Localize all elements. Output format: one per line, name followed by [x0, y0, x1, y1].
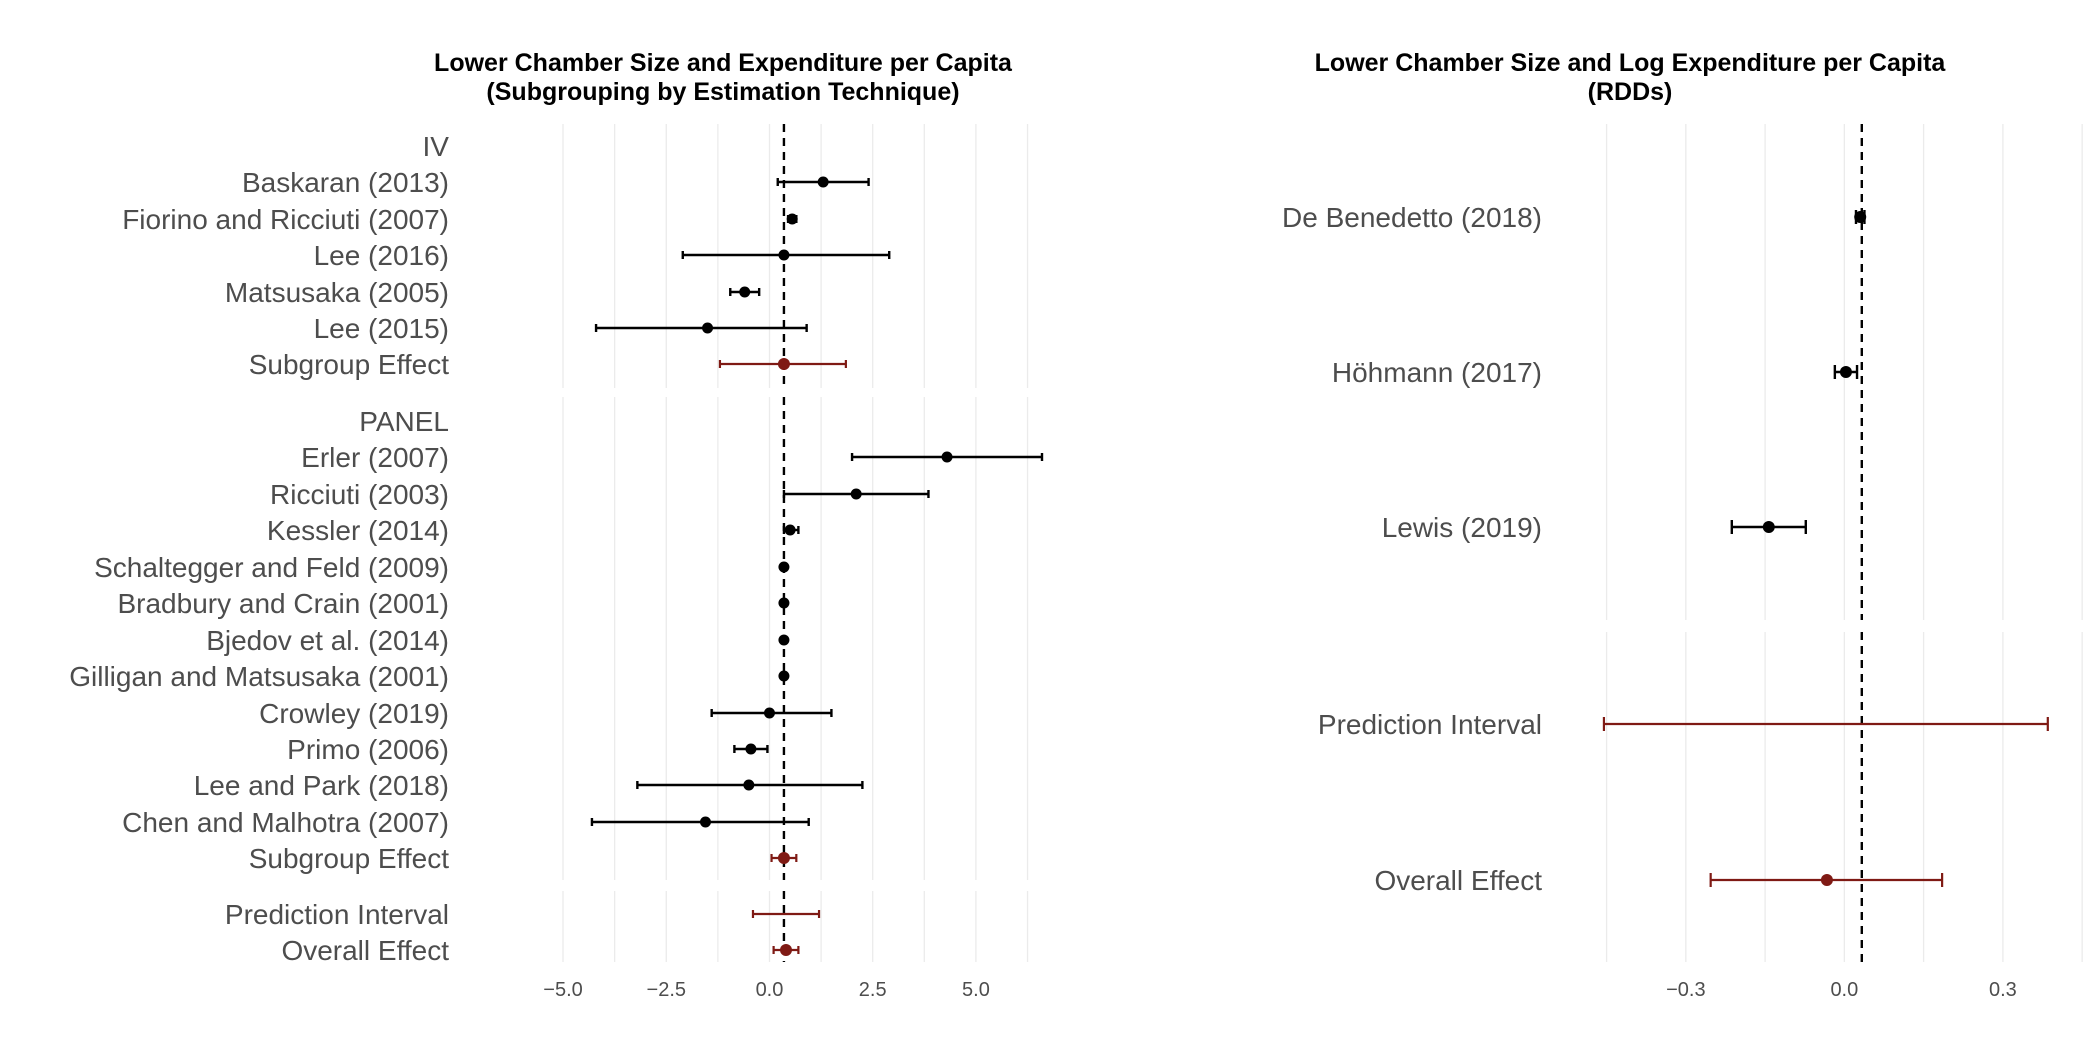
point-estimate-de-benedetto-2018 — [1854, 211, 1867, 223]
row-label-fiorino-and-ricciuti-2007: Fiorino and Ricciuti (2007) — [122, 204, 449, 235]
point-estimate-lee-2015 — [702, 322, 714, 334]
point-estimate-ricciuti-2003 — [850, 488, 862, 500]
row-label-chen-and-malhotra-2007: Chen and Malhotra (2007) — [122, 807, 449, 838]
row-label-lee-and-park-2018: Lee and Park (2018) — [194, 770, 449, 801]
row-label-prediction-interval: Prediction Interval — [1318, 709, 1542, 740]
x-tick-label: 2.5 — [859, 979, 887, 1001]
left-title-line-1: Lower Chamber Size and Expenditure per C… — [434, 49, 1013, 77]
x-tick-label: −2.5 — [647, 979, 686, 1001]
x-tick-label: 5.0 — [962, 979, 990, 1001]
point-estimate-kessler-2014 — [784, 524, 796, 536]
point-estimate-subgroup-effect — [777, 852, 790, 864]
row-label-crowley-2019: Crowley (2019) — [259, 698, 449, 729]
point-estimate-gilligan-and-matsusaka-2001 — [778, 670, 790, 682]
left-x-axis: −5.0 −2.5 0.0 2.5 5.0 — [543, 979, 990, 1001]
row-label-primo-2006: Primo (2006) — [287, 734, 449, 765]
x-tick-label: 0.3 — [1989, 979, 2017, 1001]
row-label-matsusaka-2005: Matsusaka (2005) — [225, 277, 449, 308]
x-tick-label: −0.3 — [1666, 979, 1705, 1001]
row-label-overall-effect: Overall Effect — [281, 935, 449, 966]
point-estimate-lee-2016 — [778, 249, 790, 261]
row-label-subgroup-effect: Subgroup Effect — [249, 349, 450, 380]
row-label-bradbury-and-crain-2001: Bradbury and Crain (2001) — [117, 588, 449, 619]
row-label-subgroup-effect: Subgroup Effect — [249, 843, 450, 874]
point-estimate-crowley-2019 — [763, 707, 775, 719]
point-estimate-matsusaka-2005 — [739, 286, 751, 298]
row-label-panel: PANEL — [359, 406, 449, 437]
row-label-lee-2015: Lee (2015) — [314, 313, 449, 344]
row-label-kessler-2014: Kessler (2014) — [267, 515, 449, 546]
point-estimate-bradbury-and-crain-2001 — [778, 597, 790, 609]
row-label-hohmann-2017: Höhmann (2017) — [1332, 357, 1542, 388]
right-row-labels: De Benedetto (2018) Höhmann (2017) Lewis (… — [1282, 202, 1542, 896]
left-grid — [562, 124, 1029, 962]
left-row-labels: IV Baskaran (2013) Fiorino and Ricciuti (2… — [69, 131, 449, 966]
row-label-lewis-2019: Lewis (2019) — [1382, 512, 1542, 543]
x-tick-label: 0.0 — [756, 979, 784, 1001]
point-estimate-overall-effect — [780, 944, 792, 956]
row-label-schaltegger-and-feld-2009: Schaltegger and Feld (2009) — [94, 552, 449, 583]
point-estimate-bjedov-et-al-2014 — [778, 634, 790, 646]
right-x-axis: −0.3 0.0 0.3 — [1666, 979, 2017, 1001]
right-panel: Lower Chamber Size and Log Expenditure p… — [1282, 49, 2083, 1001]
left-panel: Lower Chamber Size and Expenditure per C… — [69, 49, 1044, 1001]
row-label-iv: IV — [423, 131, 450, 162]
point-estimate-fiorino-and-ricciuti-2007 — [786, 213, 798, 225]
row-label-overall-effect: Overall Effect — [1374, 865, 1542, 896]
right-title-line-1: Lower Chamber Size and Log Expenditure p… — [1315, 49, 1947, 77]
row-label-de-benedetto-2018: De Benedetto (2018) — [1282, 202, 1542, 233]
point-estimate-overall-effect — [1820, 874, 1833, 886]
row-label-lee-2016: Lee (2016) — [314, 240, 449, 271]
point-estimate-primo-2006 — [745, 743, 757, 755]
row-label-baskaran-2013: Baskaran (2013) — [242, 167, 449, 198]
right-title-line-2: (RDDs) — [1588, 78, 1673, 106]
point-estimate-baskaran-2013 — [817, 176, 829, 188]
point-estimate-subgroup-effect — [777, 358, 790, 370]
point-estimate-hohmann-2017 — [1839, 366, 1852, 378]
point-estimate-lewis-2019 — [1762, 521, 1775, 533]
x-tick-label: 0.0 — [1830, 979, 1858, 1001]
right-marks — [1602, 124, 2049, 962]
row-label-bjedov-et-al-2014: Bjedov et al. (2014) — [206, 625, 449, 656]
row-label-ricciuti-2003: Ricciuti (2003) — [270, 479, 449, 510]
row-label-erler-2007: Erler (2007) — [301, 442, 449, 473]
point-estimate-schaltegger-and-feld-2009 — [778, 561, 790, 573]
right-grid — [1605, 124, 2083, 962]
row-label-prediction-interval: Prediction Interval — [225, 899, 449, 930]
point-estimate-lee-and-park-2018 — [743, 779, 755, 791]
left-title-line-2: (Subgrouping by Estimation Technique) — [486, 78, 959, 106]
point-estimate-chen-and-malhotra-2007 — [699, 816, 711, 828]
row-label-gilligan-and-matsusaka-2001: Gilligan and Matsusaka (2001) — [69, 661, 449, 692]
x-tick-label: −5.0 — [543, 979, 582, 1001]
left-marks — [590, 124, 1044, 962]
point-estimate-erler-2007 — [941, 451, 953, 463]
